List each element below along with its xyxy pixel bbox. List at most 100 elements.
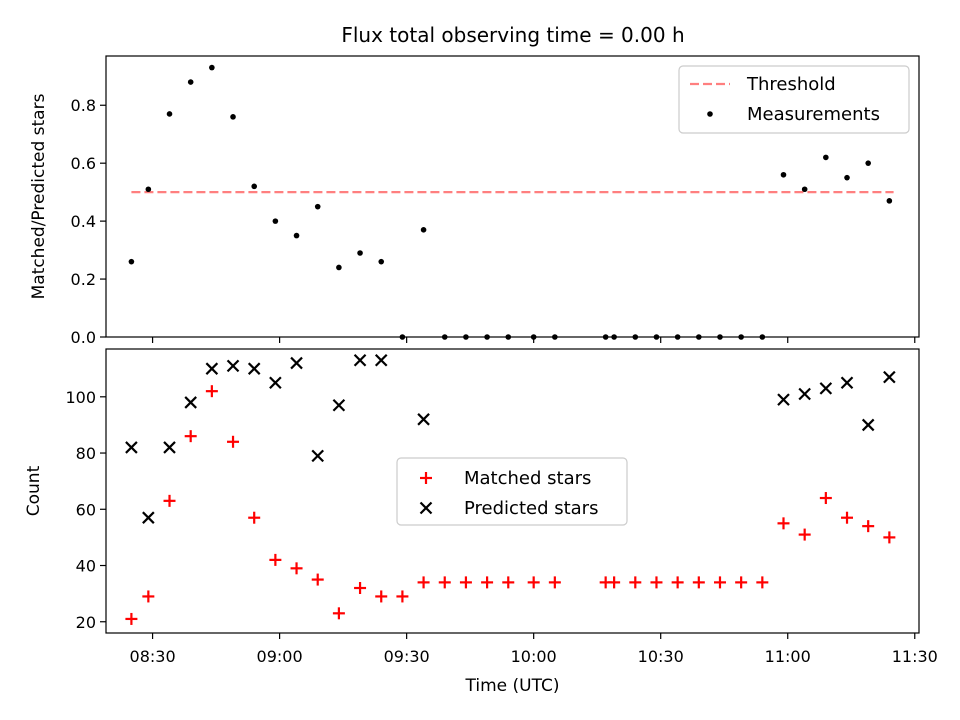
predicted-point	[332, 398, 346, 412]
y-tick-label: 60	[76, 500, 96, 519]
measurement-point	[886, 198, 893, 204]
predicted-point	[840, 376, 854, 390]
legend-threshold-label: Threshold	[746, 74, 836, 95]
matched-point	[841, 511, 854, 524]
y-axis-label: Matched/Predicted stars	[29, 93, 49, 299]
bottom-axes-frame	[105, 348, 920, 634]
matched-point	[375, 590, 388, 603]
y-tick-label: 100	[65, 388, 96, 407]
matched-point	[671, 576, 684, 589]
legend-box	[396, 457, 628, 526]
measurement-point	[166, 111, 173, 117]
bottom-panel-star-counts: 20 40 60 80 100 08:30 09:00 09:30 10:00 10:30 11:0…	[24, 348, 938, 696]
matched-point	[481, 576, 494, 589]
x-tick-label: 11:30	[892, 647, 938, 666]
matched-point	[862, 520, 875, 533]
measurement-point	[145, 186, 152, 193]
matched-point	[205, 385, 218, 398]
x-tick-label: 09:30	[384, 647, 430, 666]
top-legend: Threshold Measurements	[678, 65, 910, 134]
matched-point	[290, 562, 303, 575]
measurement-point	[844, 174, 850, 181]
measurement-point	[187, 79, 194, 85]
predicted-point	[417, 413, 430, 426]
matched-point	[184, 430, 197, 443]
predicted-point	[819, 382, 833, 395]
y-tick-label: 0.4	[71, 212, 96, 231]
measurement-point	[293, 232, 300, 239]
matched-point	[417, 576, 430, 589]
measurement-point	[128, 258, 135, 265]
measurement-point	[780, 171, 787, 178]
y-tick-label: 20	[76, 613, 96, 632]
bottom-legend: Matched stars Predicted stars	[396, 457, 628, 526]
measurement-point	[823, 154, 829, 161]
matched-point	[735, 576, 748, 589]
measurement-point	[336, 264, 342, 271]
matched-point	[438, 576, 451, 589]
measurement-point	[230, 114, 236, 120]
matched-point	[819, 492, 832, 505]
y-tick-label: 80	[76, 444, 96, 463]
y-tick-label: 0.8	[71, 96, 96, 115]
predicted-point	[353, 353, 367, 367]
y-tick-label: 0.2	[71, 270, 96, 289]
matched-point	[883, 531, 896, 544]
x-tick-label: 11:00	[765, 647, 811, 666]
matched-point	[713, 576, 726, 589]
matched-point	[502, 576, 515, 589]
measurement-point	[209, 64, 215, 71]
matched-point	[608, 576, 621, 589]
measurement-point	[272, 218, 279, 224]
legend-predicted-label: Predicted stars	[464, 498, 598, 519]
predicted-point	[226, 359, 240, 373]
predicted-point	[798, 387, 811, 401]
matched-point	[692, 576, 705, 589]
figure-title: Flux total observing time = 0.00 h	[341, 23, 684, 47]
legend-measurements-label: Measurements	[747, 104, 880, 125]
predicted-point	[247, 362, 261, 375]
predicted-point	[290, 356, 303, 370]
measurement-point	[378, 258, 385, 265]
y-axis-label: Count	[24, 465, 44, 516]
predicted-point	[163, 441, 176, 454]
predicted-point	[861, 418, 875, 432]
top-axes-frame	[105, 55, 920, 338]
x-tick-label: 10:30	[638, 647, 684, 666]
x-tick-label: 10:00	[511, 647, 557, 666]
measurement-point	[314, 203, 321, 210]
legend-box	[678, 65, 910, 134]
legend-matched-label: Matched stars	[464, 468, 591, 489]
matched-point	[227, 435, 240, 448]
y-tick-label: 0.0	[71, 328, 96, 347]
matched-point	[311, 573, 324, 586]
predicted-point	[374, 353, 388, 367]
matched-point	[332, 607, 345, 620]
matched-point	[396, 590, 409, 603]
predicted-point	[777, 393, 790, 406]
measurement-point	[801, 186, 808, 193]
predicted-point	[269, 376, 282, 390]
matched-point	[527, 576, 540, 589]
x-tick-label: 09:00	[257, 647, 303, 666]
legend-measurement-swatch	[707, 111, 713, 117]
matched-point	[650, 576, 663, 589]
x-axis-label: Time (UTC)	[465, 676, 560, 696]
matched-point	[798, 528, 811, 541]
matched-point	[248, 511, 261, 524]
measurement-point	[357, 250, 363, 256]
matched-point	[163, 494, 176, 507]
measurement-point	[865, 160, 871, 166]
matched-point	[548, 576, 561, 589]
matched-point	[777, 517, 790, 530]
legend-matched-swatch	[420, 472, 432, 484]
matched-point	[269, 553, 282, 566]
measurement-point	[251, 183, 258, 190]
y-tick-label: 0.6	[71, 154, 96, 173]
matched-point	[756, 576, 769, 589]
predicted-point	[184, 396, 197, 409]
predicted-point	[883, 370, 896, 384]
measurement-point	[420, 227, 427, 233]
matched-point	[142, 590, 155, 603]
